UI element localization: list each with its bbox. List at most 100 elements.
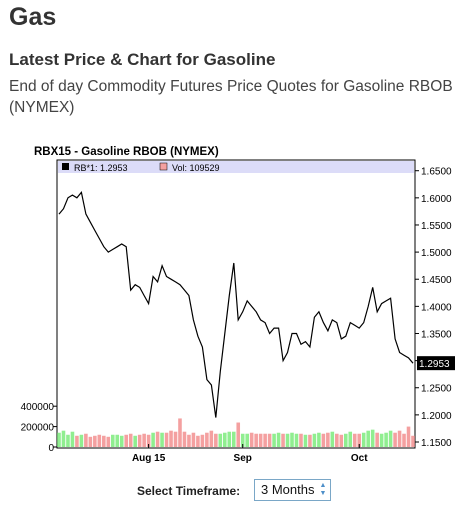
volume-bar [411, 435, 415, 447]
volume-bar [178, 418, 182, 447]
volume-bar [57, 432, 61, 447]
volume-bar [84, 433, 88, 447]
volume-bar [272, 433, 276, 447]
volume-bar [66, 434, 70, 447]
price-tick-label: 1.5000 [421, 248, 452, 259]
volume-bar [343, 433, 348, 447]
volume-bar [218, 433, 223, 447]
timeframe-label: Select Timeframe: [137, 484, 241, 498]
volume-bar [384, 432, 388, 447]
select-arrows-icon: ▲ ▼ [319, 482, 327, 497]
volume-bar [370, 429, 375, 447]
volume-bar [137, 434, 142, 447]
plot-area [56, 159, 416, 449]
volume-bar [267, 433, 272, 447]
volume-bar [388, 430, 393, 447]
volume-bar [223, 432, 227, 447]
volume-bar [321, 433, 326, 447]
volume-bar [119, 435, 124, 447]
volume-bar [97, 434, 102, 447]
volume-bar [303, 434, 308, 447]
volume-bar [299, 433, 303, 447]
price-tick-label: 1.5500 [421, 221, 452, 232]
volume-bar [236, 422, 241, 447]
price-tick-label: 1.4500 [421, 275, 452, 286]
volume-bar [281, 433, 285, 447]
timeframe-select[interactable]: 3 Months ▲ ▼ [254, 479, 331, 501]
price-tick-label: 1.6000 [421, 194, 452, 205]
price-chart: RB*1: 1.2953 Vol: 109529 1.6500 1.6000 1.550… [21, 159, 455, 464]
volume-bar [312, 433, 317, 447]
volume-bar [124, 434, 129, 447]
volume-bar [339, 434, 344, 447]
volume-bar [397, 430, 402, 447]
volume-tick-label: 400000 [21, 402, 55, 413]
volume-bar [155, 431, 160, 447]
chart-title: RBX15 - Gasoline RBOB (NYMEX) [34, 146, 219, 158]
last-value-label: 1.2953 [419, 359, 450, 370]
volume-bar [317, 432, 321, 447]
price-tick-label: 1.2500 [421, 384, 452, 395]
legend-volume-label: Vol: 109529 [172, 163, 220, 173]
volume-bar [115, 434, 120, 447]
volume-bar [200, 434, 205, 447]
volume-bar [402, 433, 406, 447]
x-tick-label: Aug 15 [132, 453, 166, 464]
price-tick-label: 1.1500 [421, 438, 452, 449]
volume-bar [240, 433, 245, 447]
volume-bar [379, 433, 384, 447]
volume-bar [102, 435, 106, 447]
volume-bar [146, 434, 151, 447]
volume-bar [205, 432, 209, 447]
volume-bar [285, 433, 290, 447]
page-description: End of day Commodity Futures Price Quote… [9, 78, 453, 116]
volume-bar [173, 431, 178, 447]
volume-tick-label: 200000 [21, 423, 55, 434]
volume-tick-label: 0 [48, 443, 54, 454]
volume-bar [70, 431, 75, 447]
volume-bar [361, 432, 366, 447]
price-tick-label: 1.3500 [421, 329, 452, 340]
volume-bar [357, 433, 362, 447]
volume-bar [75, 435, 79, 447]
volume-bar [160, 432, 164, 447]
volume-bar [110, 434, 115, 447]
volume-bar [196, 435, 200, 447]
volume-bar [352, 433, 357, 447]
volume-bar [142, 433, 146, 447]
volume-bar [227, 431, 232, 447]
volume-bar [106, 436, 111, 447]
volume-bar [393, 432, 397, 447]
volume-bar [187, 434, 191, 447]
section-title: Latest Price & Chart for Gasoline [9, 50, 276, 69]
volume-bar [308, 434, 312, 447]
volume-bar [335, 433, 339, 447]
volume-bar [348, 431, 353, 447]
last-value-marker [417, 356, 455, 371]
price-tick-label: 1.4000 [421, 302, 452, 313]
volume-bar [290, 432, 294, 447]
price-tick-label: 1.2000 [421, 411, 452, 422]
x-tick-label: Sep [234, 453, 252, 464]
volume-bar [375, 432, 379, 447]
legend-volume-swatch [159, 162, 168, 171]
volume-bar [151, 432, 155, 447]
volume-bar [330, 431, 335, 447]
volume-bar [406, 426, 411, 447]
price-line [58, 191, 414, 418]
volume-bar [79, 434, 84, 447]
volume-bar [88, 436, 93, 447]
legend-price-label: RB*1: 1.2953 [74, 163, 128, 173]
volume-bar [61, 430, 66, 447]
volume-bar [169, 430, 173, 447]
volume-bar [231, 431, 236, 447]
timeframe-select-value: 3 Months [261, 482, 315, 497]
volume-bar [93, 435, 97, 447]
volume-bar [164, 432, 169, 447]
x-tick-label: Oct [351, 453, 368, 464]
volume-bar [245, 433, 249, 447]
volume-bar [249, 432, 254, 447]
volume-bar [294, 433, 299, 447]
volume-bar [276, 432, 281, 447]
legend-band [58, 161, 414, 173]
